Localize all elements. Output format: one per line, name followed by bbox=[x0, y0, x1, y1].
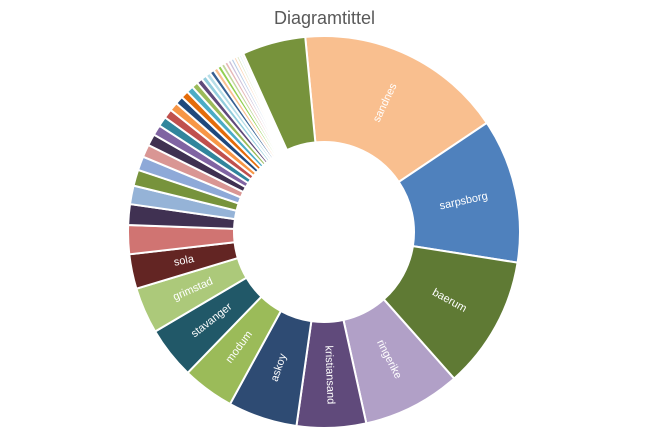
slice-label-kristiansand: kristiansand bbox=[322, 345, 336, 404]
slices-group bbox=[127, 35, 521, 429]
slice-label-sola: sola bbox=[173, 253, 196, 269]
slice-39 bbox=[241, 35, 317, 152]
chart-title: Diagramtittel bbox=[273, 8, 376, 28]
slice-sandnes bbox=[304, 35, 489, 184]
